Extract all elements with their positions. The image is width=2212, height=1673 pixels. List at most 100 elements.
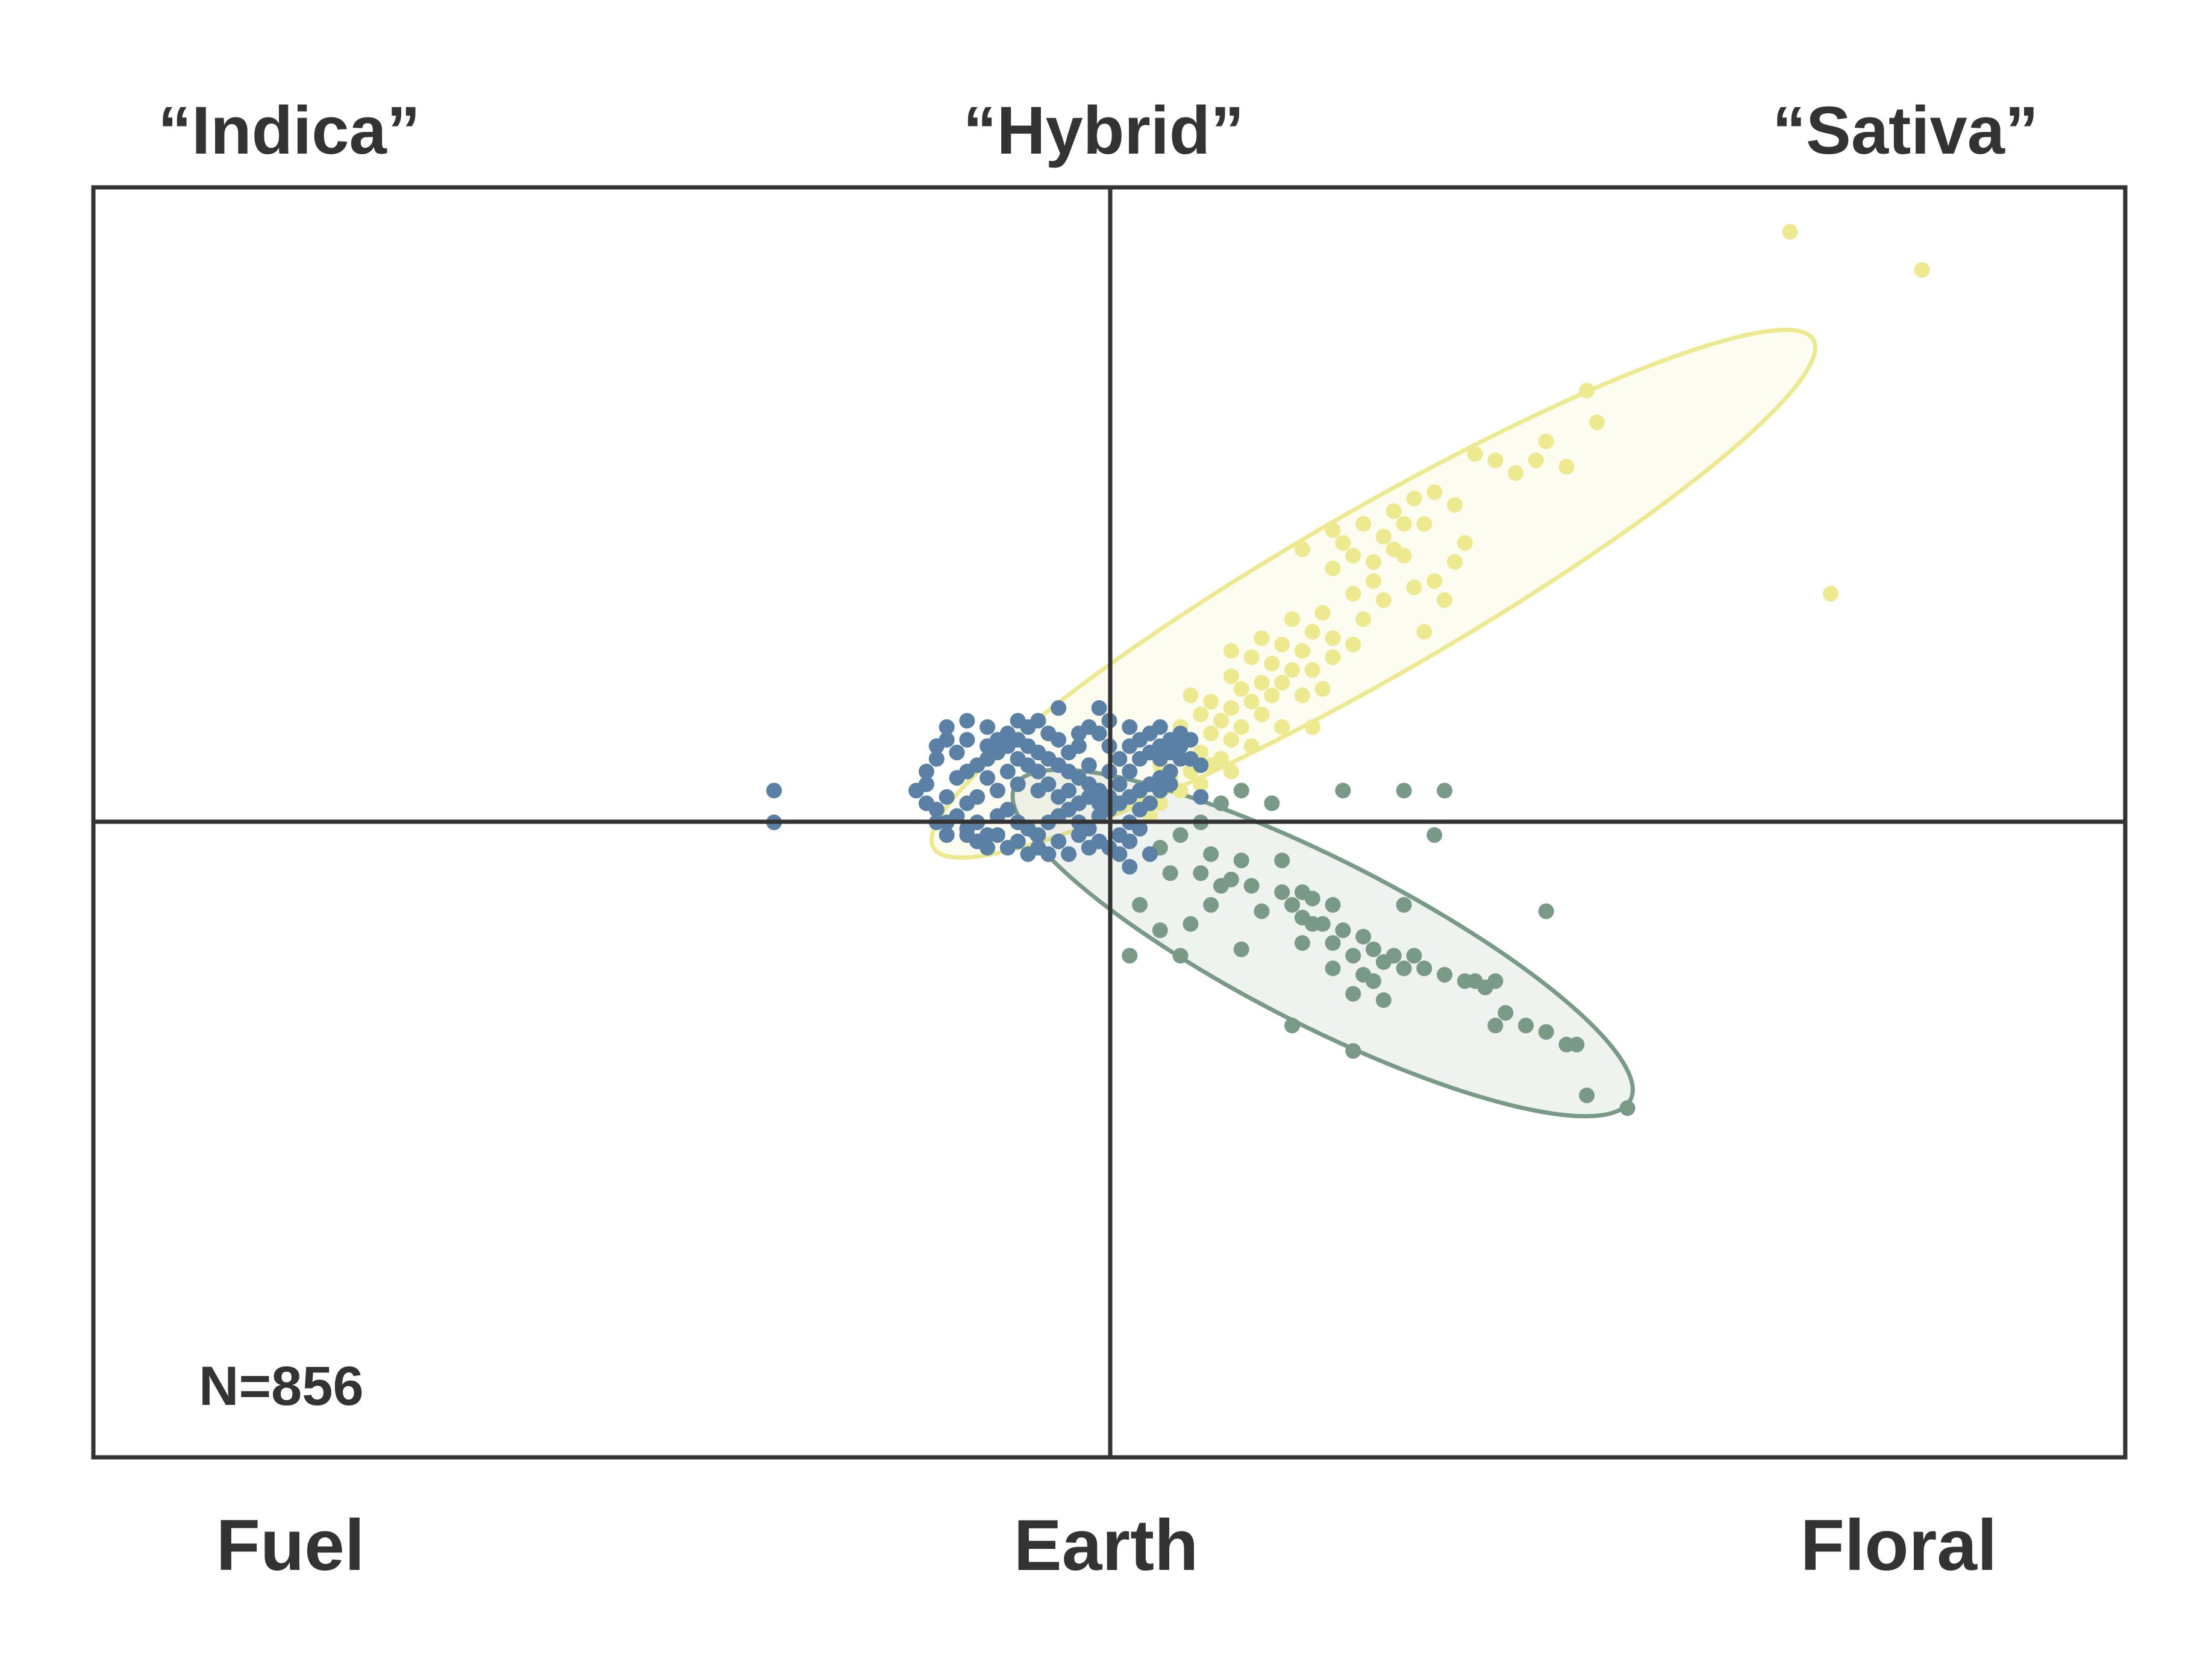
data-point-s0-87 xyxy=(1416,624,1432,640)
data-point-s1-9 xyxy=(1233,852,1249,869)
data-point-s1-57 xyxy=(1538,903,1554,919)
data-point-s0-17 xyxy=(1294,541,1310,557)
data-point-s0-2 xyxy=(1822,586,1839,602)
data-point-s0-84 xyxy=(1538,433,1554,449)
data-point-s1-6 xyxy=(1172,827,1189,843)
top-label-sativa: “Sativa” xyxy=(1772,93,2039,168)
data-point-s0-81 xyxy=(1294,687,1310,704)
data-point-s0-33 xyxy=(1294,643,1310,659)
data-point-s1-66 xyxy=(1203,897,1219,913)
data-point-s0-41 xyxy=(1274,675,1290,691)
data-point-s2-56 xyxy=(959,713,975,729)
data-point-s2-118 xyxy=(918,763,934,780)
data-point-s2-109 xyxy=(1061,846,1077,862)
data-point-s0-53 xyxy=(1203,725,1219,742)
data-point-s2-80 xyxy=(1051,833,1067,849)
data-point-s2-70 xyxy=(979,770,996,786)
data-point-s0-7 xyxy=(1426,484,1443,500)
data-point-s0-9 xyxy=(1446,497,1463,513)
data-point-s0-1 xyxy=(1914,262,1930,278)
data-point-s2-130 xyxy=(1152,719,1168,735)
data-point-s2-135 xyxy=(1142,846,1158,862)
data-point-s0-43 xyxy=(1264,687,1280,704)
data-point-s0-47 xyxy=(1254,706,1270,722)
data-point-s2-62 xyxy=(949,745,965,761)
bottom-label-fuel: Fuel xyxy=(216,1505,365,1586)
data-point-s0-74 xyxy=(1314,681,1331,697)
data-point-s0-16 xyxy=(1335,535,1351,551)
data-point-s2-132 xyxy=(1183,731,1199,748)
data-point-s1-18 xyxy=(1304,890,1320,907)
data-point-s2-81 xyxy=(1070,827,1087,843)
data-point-s0-6 xyxy=(1487,452,1504,469)
data-point-s2-126 xyxy=(1070,738,1087,754)
data-point-s2-29 xyxy=(1162,763,1178,780)
data-point-s1-38 xyxy=(1325,960,1341,977)
data-point-s1-55 xyxy=(1579,1087,1595,1104)
data-point-s0-73 xyxy=(1325,630,1341,646)
data-point-s0-85 xyxy=(1558,458,1575,475)
data-point-s0-48 xyxy=(1193,706,1209,722)
data-point-s2-54 xyxy=(1051,700,1067,716)
data-point-s2-73 xyxy=(1040,776,1057,792)
data-point-s2-129 xyxy=(1122,719,1138,735)
bottom-label-floral: Floral xyxy=(1801,1505,1998,1586)
data-point-s0-0 xyxy=(1782,224,1798,240)
data-point-s0-4 xyxy=(1589,414,1605,430)
data-point-s1-2 xyxy=(1233,783,1249,799)
data-point-s2-123 xyxy=(1010,713,1026,729)
data-point-s1-10 xyxy=(1274,852,1290,869)
data-point-s0-39 xyxy=(1223,668,1239,684)
data-point-s0-30 xyxy=(1304,624,1320,640)
data-point-s0-32 xyxy=(1274,636,1290,652)
data-point-s2-65 xyxy=(1010,776,1026,792)
data-point-s1-50 xyxy=(1538,1024,1554,1040)
data-point-s0-66 xyxy=(1193,776,1209,792)
data-point-s0-45 xyxy=(1203,693,1219,710)
data-point-s2-113 xyxy=(979,840,996,856)
data-point-s1-25 xyxy=(1314,916,1331,932)
data-point-s1-15 xyxy=(1213,878,1229,894)
data-point-s2-55 xyxy=(1091,700,1107,716)
data-point-s2-86 xyxy=(959,795,975,811)
data-point-s0-25 xyxy=(1345,586,1361,602)
data-point-s0-83 xyxy=(1223,643,1239,659)
data-point-s1-27 xyxy=(1355,928,1372,945)
data-point-s1-31 xyxy=(1345,948,1361,964)
data-point-s0-19 xyxy=(1345,548,1361,564)
data-point-s1-1 xyxy=(1396,783,1412,799)
data-point-s2-112 xyxy=(999,840,1016,856)
data-point-s2-13 xyxy=(999,801,1016,818)
data-point-s0-27 xyxy=(1314,605,1331,621)
data-point-s0-12 xyxy=(1355,516,1372,532)
data-point-s2-122 xyxy=(989,731,1005,748)
data-point-s0-34 xyxy=(1325,649,1341,665)
data-point-s0-24 xyxy=(1406,580,1422,596)
data-point-s1-3 xyxy=(1264,795,1280,811)
data-point-s1-19 xyxy=(1284,897,1301,913)
data-point-s2-117 xyxy=(918,795,934,811)
data-point-s2-64 xyxy=(989,783,1005,799)
data-point-s1-45 xyxy=(1375,992,1392,1008)
data-point-s2-138 xyxy=(1070,725,1087,742)
data-point-s2-4 xyxy=(918,776,934,792)
data-point-s0-88 xyxy=(1304,719,1320,735)
data-point-s1-4 xyxy=(1213,795,1229,811)
data-point-s0-77 xyxy=(1508,465,1524,481)
data-point-s2-121 xyxy=(959,731,975,748)
data-point-s1-29 xyxy=(1325,935,1341,951)
data-point-s2-93 xyxy=(1111,751,1128,767)
data-point-s2-104 xyxy=(1132,821,1148,837)
data-point-s0-28 xyxy=(1284,611,1301,627)
data-point-s1-47 xyxy=(1498,1005,1514,1021)
data-point-s2-47 xyxy=(1122,763,1138,780)
data-point-s1-35 xyxy=(1396,960,1412,977)
data-point-s2-89 xyxy=(1030,763,1046,780)
data-point-s0-10 xyxy=(1386,503,1402,519)
data-point-s0-42 xyxy=(1233,681,1249,697)
data-point-s0-44 xyxy=(1243,693,1260,710)
data-point-s2-119 xyxy=(928,738,945,754)
data-point-s1-8 xyxy=(1203,846,1219,862)
data-point-s2-91 xyxy=(1081,757,1097,774)
data-point-s0-5 xyxy=(1528,452,1544,469)
